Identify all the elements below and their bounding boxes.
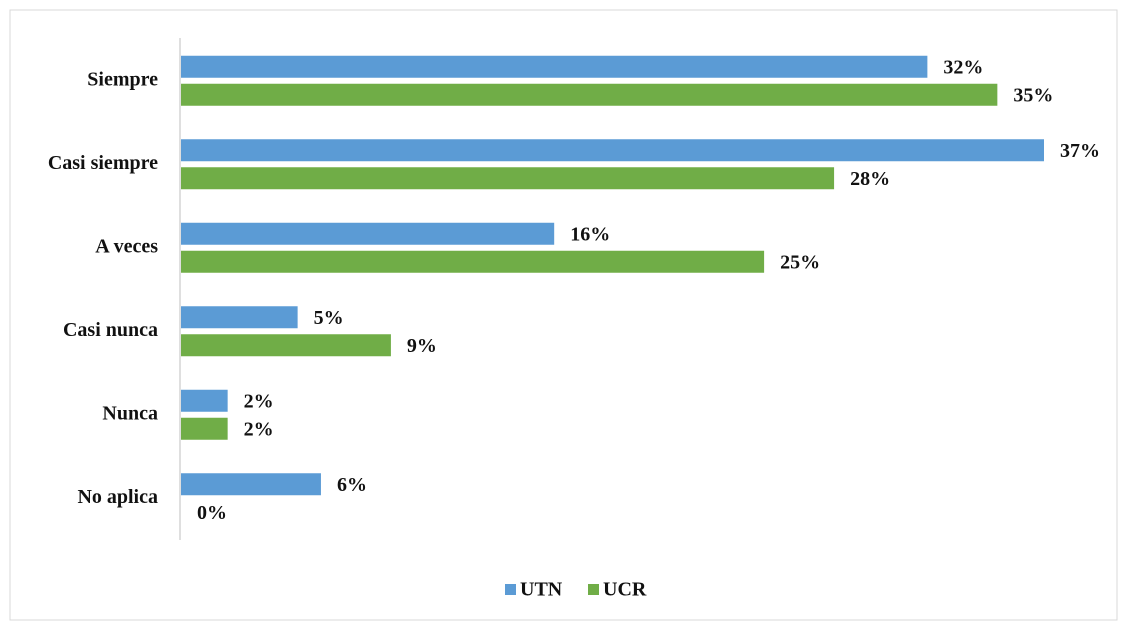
y-tick-label: A veces — [95, 235, 158, 257]
legend-swatch — [505, 584, 516, 595]
value-label: 0% — [197, 502, 227, 524]
bar — [181, 389, 228, 412]
value-label: 2% — [244, 418, 274, 440]
value-label: 9% — [407, 335, 437, 357]
y-tick-label: Casi siempre — [48, 152, 158, 174]
bar — [181, 222, 555, 245]
value-label: 16% — [570, 223, 610, 245]
bar — [181, 55, 928, 78]
value-label: 25% — [780, 251, 820, 273]
value-label: 37% — [1060, 140, 1100, 162]
y-tick-label: Siempre — [87, 68, 158, 90]
value-label: 2% — [244, 390, 274, 412]
y-tick-label: Casi nunca — [63, 319, 158, 341]
bar — [181, 139, 1044, 162]
bar — [181, 250, 765, 273]
bar — [181, 334, 391, 357]
y-tick-label: Nunca — [102, 402, 158, 424]
value-label: 32% — [943, 56, 983, 78]
legend-label: UTN — [520, 579, 563, 601]
bar — [181, 167, 835, 190]
bar — [181, 473, 321, 496]
value-label: 5% — [314, 307, 344, 329]
value-label: 6% — [337, 474, 367, 496]
legend-swatch — [588, 584, 599, 595]
bar — [181, 306, 298, 329]
bar — [181, 83, 998, 106]
value-label: 28% — [850, 168, 890, 190]
value-label: 35% — [1013, 84, 1053, 106]
legend-label: UCR — [603, 579, 647, 601]
bar — [181, 417, 228, 440]
y-tick-label: No aplica — [77, 486, 158, 508]
